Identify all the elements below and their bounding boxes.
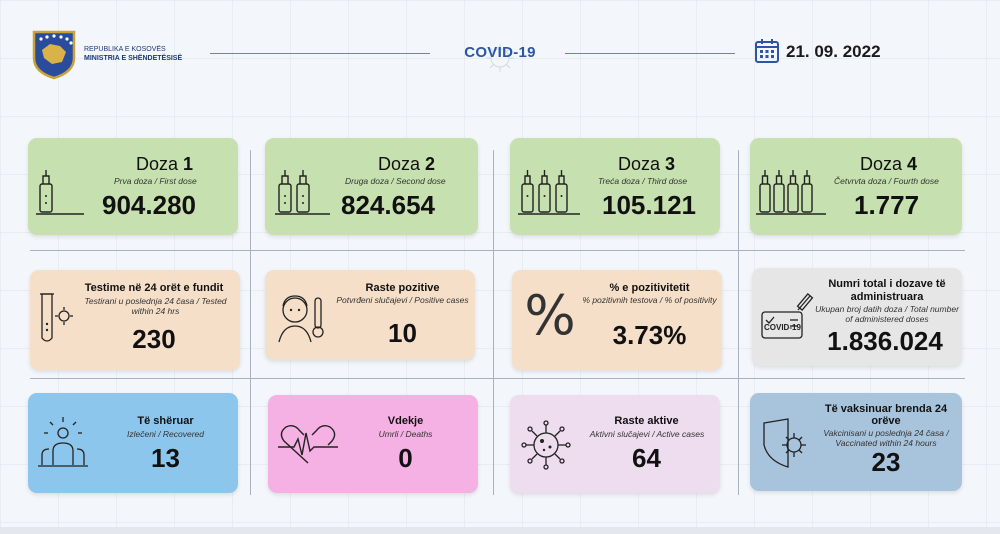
- tests-title: Testime në 24 orët e fundit: [84, 282, 224, 294]
- dose-4-card: Doza 4 Četvrvta doza / Fourth dose 1.777: [750, 138, 962, 235]
- vaccinated-24h-card: Të vaksinuar brenda 24 orëve Vakcinisani…: [750, 393, 962, 491]
- active-subtitle: Aktivni slučajevi / Active cases: [589, 429, 705, 439]
- deaths-title: Vdekje: [387, 415, 424, 427]
- kosovo-coat-of-arms-icon: [32, 30, 76, 80]
- recovered-people-icon: [38, 417, 88, 467]
- dose-3-value: 105.121: [602, 190, 696, 220]
- grid-divider-row2: [30, 378, 965, 379]
- covid-card-label: COVID-19: [764, 323, 801, 332]
- heart-ecg-icon: [278, 424, 338, 464]
- sick-person-thermometer-icon: [278, 295, 324, 343]
- dose-1-subtitle: Prva doza / First dose: [114, 176, 197, 186]
- positivity-subtitle: % pozitivnih testova / % of positivity: [582, 295, 717, 305]
- active-value: 64: [632, 443, 661, 473]
- dose-1-value: 904.280: [102, 190, 196, 220]
- positivity-value: 3.73%: [612, 320, 687, 350]
- positive-subtitle: Potvrđeni slučajevi / Positive cases: [336, 295, 469, 305]
- recovered-value: 13: [151, 443, 180, 473]
- report-date: 21. 09. 2022: [786, 42, 881, 61]
- vaccinated-24h-subtitle: Vakcinisani u poslednja 24 časa / Vaccin…: [823, 428, 949, 448]
- dose-4-subtitle: Četvrvta doza / Fourth dose: [834, 176, 939, 186]
- total-doses-value: 1.836.024: [827, 326, 943, 356]
- positive-card: Raste pozitive Potvrđeni slučajevi / Pos…: [265, 270, 475, 360]
- shield-virus-icon: [763, 418, 806, 468]
- vaccinated-24h-value: 23: [871, 447, 901, 477]
- dose-3-card: Doza 3 Treća doza / Third dose 105.121: [510, 138, 720, 235]
- deaths-value: 0: [398, 443, 413, 473]
- vial-icon: [36, 170, 84, 215]
- total-doses-title: Numri total i dozave të administruara: [828, 278, 946, 303]
- dose-2-card: Doza 2 Druga doza / Second dose 824.654: [265, 138, 478, 235]
- active-card: Raste aktive Aktivni slučajevi / Active …: [510, 395, 720, 493]
- dose-1-title: Doza 1: [136, 154, 194, 174]
- deaths-card: Vdekje Umrli / Deaths 0: [268, 395, 478, 493]
- calendar-icon: [755, 39, 779, 63]
- footer-bar: [0, 527, 1000, 534]
- dose-2-title: Doza 2: [378, 154, 436, 174]
- recovered-card: Të shëruar Izlečeni / Recovered 13: [28, 393, 238, 493]
- dose-1-card: Doza 1 Prva doza / First dose 904.280: [28, 138, 238, 235]
- recovered-title: Të shëruar: [137, 415, 194, 427]
- vial-icon: [518, 170, 580, 215]
- grid-divider-col2: [493, 150, 494, 495]
- positive-value: 10: [388, 318, 417, 348]
- vaccinated-24h-title: Të vaksinuar brenda 24 orëve: [824, 403, 948, 427]
- dose-4-title: Doza 4: [860, 154, 918, 174]
- positivity-title: % e pozitivitetit: [609, 282, 690, 294]
- grid-divider-row1: [30, 250, 965, 251]
- percent-icon: %: [524, 284, 576, 347]
- active-title: Raste aktive: [614, 415, 679, 427]
- dose-3-subtitle: Treća doza / Third dose: [598, 176, 688, 186]
- positive-title: Raste pozitive: [365, 282, 440, 294]
- ministry-name: REPUBLIKA E KOSOVËS MINISTRIA E SHËNDETË…: [84, 45, 182, 63]
- total-doses-card: COVID-19 Numri total i dozave të adminis…: [752, 268, 962, 366]
- page-title: COVID-19: [464, 44, 536, 61]
- tests-card: Testime në 24 orët e fundit Testirani u …: [30, 270, 240, 370]
- test-tube-icon: [40, 293, 73, 342]
- ministry-line2: MINISTRIA E SHËNDETËSISË: [84, 55, 183, 62]
- dose-3-title: Doza 3: [618, 154, 676, 174]
- tests-value: 230: [132, 324, 176, 354]
- virus-icon: [521, 420, 571, 470]
- header: REPUBLIKA E KOSOVËS MINISTRIA E SHËNDETË…: [0, 0, 1000, 110]
- dose-2-subtitle: Druga doza / Second dose: [345, 176, 446, 186]
- positivity-card: % % e pozitivitetit % pozitivnih testova…: [512, 270, 722, 370]
- dose-2-value: 824.654: [341, 190, 435, 220]
- vaccine-card-syringe-icon: [761, 293, 814, 339]
- grid-divider-col3: [738, 150, 739, 495]
- tests-subtitle: Testirani u poslednja 24 časa / Tested w…: [84, 296, 227, 316]
- total-doses-subtitle: Ukupan broj datih doza / Total number of…: [815, 304, 959, 324]
- header-divider-right: [565, 53, 735, 54]
- header-divider-left: [210, 53, 430, 54]
- vial-icon: [275, 170, 330, 215]
- virus-icon: [486, 44, 514, 72]
- ministry-line1: REPUBLIKA E KOSOVËS: [84, 46, 166, 53]
- deaths-subtitle: Umrli / Deaths: [378, 429, 433, 439]
- grid-divider-col1: [250, 150, 251, 495]
- vial-icon: [756, 170, 826, 215]
- dose-4-value: 1.777: [854, 190, 920, 220]
- recovered-subtitle: Izlečeni / Recovered: [126, 429, 204, 439]
